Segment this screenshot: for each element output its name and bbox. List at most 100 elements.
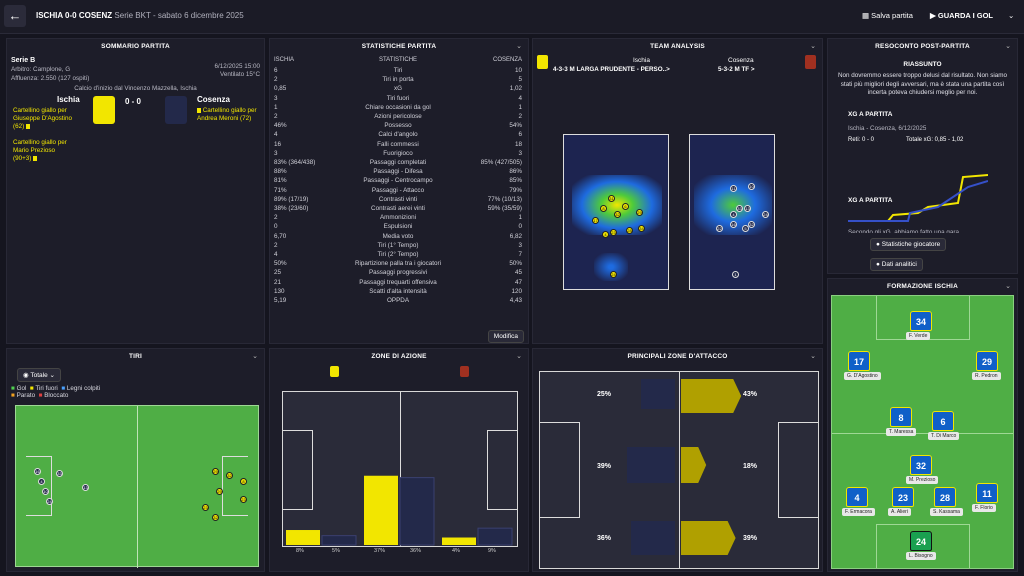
player-name: F. Verde [906, 332, 931, 340]
back-button[interactable]: ← [4, 5, 26, 27]
stat-row: 71% Passaggi - Attacco 79% [274, 186, 522, 194]
home-attack-right [631, 521, 675, 555]
player-shirt[interactable]: 11 [976, 483, 998, 503]
stat-row: 38% (23/60) Contrasti aerei vinti 59% (35/… [274, 205, 522, 212]
away-formation-link[interactable]: 5-3-2 M TF > [718, 66, 755, 73]
player-name: T. Maressa [886, 428, 917, 436]
stat-row: 2 Tiri in porta 5 [274, 76, 522, 84]
stat-row: 88% Passaggi - Difesa 86% [274, 168, 522, 176]
home-attack-left [641, 379, 675, 409]
chevron-down-icon[interactable]: ⌄ [810, 43, 816, 50]
player-stats-button[interactable]: ● Statistiche giocatore [870, 238, 947, 251]
xg-chart-label: XG A PARTITA [848, 197, 893, 204]
xg-total: Totale xG: 0,85 - 1,02 [906, 137, 964, 143]
player-name: M. Prezioso [906, 476, 939, 484]
stat-row: 6,70 Media voto 6,82 [274, 232, 522, 240]
stat-row: 50% Ripartizione palla tra i giocatori 50% [274, 260, 522, 268]
stats-title: STATISTICHE PARTITA [361, 43, 437, 50]
stat-row: 4 Tiri (2° Tempo) 7 [274, 251, 522, 258]
lineup-pitch [831, 295, 1014, 569]
chevron-down-icon[interactable]: ⌄ [810, 353, 816, 360]
player-shirt[interactable]: 4 [846, 487, 868, 507]
home-card-2: Cartellino giallo per Mario Prezioso (90… [13, 139, 67, 162]
chevron-down-icon[interactable]: ⌄ [516, 43, 522, 50]
top-bar: ← ISCHIA 0-0 COSENZ Serie BKT - sabato 6… [0, 0, 1024, 34]
zone-bar-label: 4% [452, 548, 460, 554]
weather: Ventilato 15°C [220, 71, 260, 78]
player-name: A. Alieri [888, 508, 911, 516]
home-heatmap: 31 6 8 32 17 29 23 28 4 34 24 [563, 134, 669, 290]
lineup-title: FORMAZIONE ISCHIA [887, 283, 958, 290]
report-title: RESOCONTO POST-PARTITA [875, 43, 970, 50]
zone-bar [399, 477, 435, 546]
stats-panel: STATISTICHE PARTITA ⌄ ISCHIA STATISTICHE C… [269, 38, 529, 344]
player-shirt[interactable]: 24 [910, 531, 932, 551]
stat-row: 2 Azioni pericolose 2 [274, 113, 522, 120]
stat-row: 2 Tiri (1° Tempo) 3 [274, 241, 522, 249]
player-name: F. Ermacora [842, 508, 875, 516]
analytics-button[interactable]: ● Dati analitici [870, 258, 923, 271]
home-attack-center [627, 447, 675, 483]
stat-row: 89% (17/19) Contrasti vinti 77% (10/13) [274, 195, 522, 203]
zone-bar [442, 537, 476, 545]
chevron-down-icon[interactable]: ⌄ [516, 353, 522, 360]
player-shirt[interactable]: 34 [910, 311, 932, 331]
zone-bar-label: 36% [410, 548, 422, 554]
player-name: G. D'Agostino [844, 372, 881, 380]
zones-bars [286, 475, 513, 546]
score: 0 - 0 [125, 97, 142, 106]
shots-legend: ■ Gol ■ Tiri fuori ■ Legni colpiti ■ Par… [11, 385, 101, 399]
xg-goals: Reti: 0 - 0 [848, 137, 875, 143]
xg-match: Ischia - Cosenza, 6/12/2025 [848, 125, 927, 132]
team-away-label: Cosenza [728, 57, 754, 64]
chevron-down-icon[interactable]: ⌄ [252, 353, 258, 360]
player-shirt[interactable]: 28 [934, 487, 956, 507]
shots-pitch: 16 33 4 10 13 24 29 32 8 29 23 23 32 [15, 405, 259, 568]
chevron-down-icon[interactable]: ⌄ [1005, 283, 1011, 290]
stat-row: 1 Chiare occasioni da gol 1 [274, 103, 522, 111]
player-name: L. Bisogno [906, 552, 936, 560]
player-name: S. Kassama [930, 508, 963, 516]
away-attack-left-pct: 43% [743, 391, 758, 398]
xg-note: Secondo gli xG, abbiamo fatto una gara [848, 229, 959, 233]
player-shirt[interactable]: 8 [890, 407, 912, 427]
away-kit [165, 96, 187, 124]
stat-row: 0,85 xG 1,02 [274, 85, 522, 93]
cosenza-badge [460, 366, 469, 377]
away-card-1: Cartellino giallo per Andrea Meroni (72) [197, 107, 257, 122]
player-shirt[interactable]: 17 [848, 351, 870, 371]
home-team-name: Ischia [57, 95, 80, 104]
away-attack-right-pct: 39% [743, 535, 758, 542]
stat-row: 2 Ammonizioni 1 [274, 214, 522, 222]
save-match-button[interactable]: ▦ Salva partita [862, 11, 913, 20]
kickoff-info: Calcio d'inizio dal Vincenzo Mazzella, I… [74, 85, 197, 92]
home-card-1: Cartellino giallo per Giuseppe D'Agostin… [13, 107, 72, 130]
match-title: ISCHIA 0-0 COSENZ Serie BKT - sabato 6 d… [36, 11, 244, 20]
away-attack-arrow [681, 521, 736, 555]
ischia-badge [537, 55, 548, 69]
edit-button[interactable]: Modifica [487, 330, 524, 343]
shots-panel: TIRI ⌄ ◉ Totale ⌄ ■ Gol ■ Tiri fuori ■ L… [6, 348, 265, 572]
attack-zones-panel: PRINCIPALI ZONE D'ATTACCO ⌄ 25% 39% 36% … [532, 348, 823, 572]
chevron-down-icon[interactable]: ⌄ [1005, 43, 1011, 50]
zone-bar [321, 535, 357, 546]
player-shirt[interactable]: 32 [910, 455, 932, 475]
stat-row: 0 Espulsioni 0 [274, 223, 522, 231]
report-subtitle: RIASSUNTO [903, 61, 942, 68]
shots-filter-select[interactable]: ◉ Totale ⌄ [17, 368, 61, 382]
player-shirt[interactable]: 6 [932, 411, 954, 431]
team-home-label: Ischia [633, 57, 650, 64]
xg-chart [848, 174, 988, 222]
report-text: Non dovremmo essere troppo delusi dal ri… [837, 72, 1008, 96]
chevron-down-icon[interactable]: ⌄ [1008, 11, 1015, 20]
player-shirt[interactable]: 23 [892, 487, 914, 507]
player-shirt[interactable]: 29 [976, 351, 998, 371]
watch-goals-button[interactable]: ▶ GUARDA I GOL [930, 11, 993, 20]
home-formation-link[interactable]: 4-3-3 M LARGA PRUDENTE - PERSO..> [553, 66, 670, 73]
referee: Arbitro: Camplone, G [11, 66, 71, 73]
home-kit [93, 96, 115, 124]
away-attack-center-pct: 18% [743, 463, 758, 470]
action-zones-panel: ZONE DI AZIONE ⌄ 8% 5% 37% 36% 4% 9% [269, 348, 529, 572]
stat-row: 46% Possesso 54% [274, 122, 522, 130]
stat-row: 3 Fuorigioco 3 [274, 149, 522, 157]
